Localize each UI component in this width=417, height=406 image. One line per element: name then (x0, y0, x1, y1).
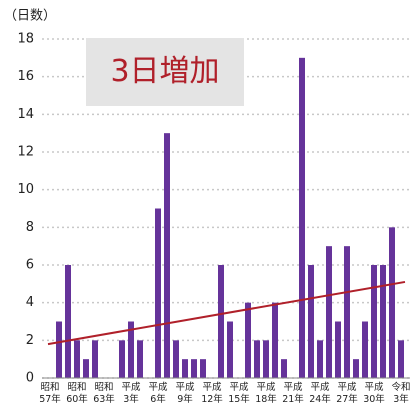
bar (326, 246, 332, 378)
bar (254, 340, 260, 378)
x-tick-label: 昭和57年 (39, 382, 61, 405)
bar (299, 57, 305, 378)
y-tick-label: 0 (26, 371, 34, 386)
bar (263, 340, 269, 378)
x-tick-label: 昭和63年 (93, 382, 115, 405)
bar (245, 302, 251, 378)
bar (92, 340, 98, 378)
y-tick-label: 2 (26, 333, 34, 348)
x-tick-label: 平成3年 (121, 382, 141, 405)
bar (317, 340, 323, 378)
bar (344, 246, 350, 378)
x-tick-label: 平成24年 (309, 382, 331, 405)
bar (182, 359, 188, 378)
y-tick-label: 14 (17, 107, 34, 122)
bar (191, 359, 197, 378)
bar (308, 265, 314, 378)
bar (155, 208, 161, 378)
bar (281, 359, 287, 378)
bar (353, 359, 359, 378)
x-tick-label: 平成21年 (282, 382, 304, 405)
bar (137, 340, 143, 378)
x-tick-label: 平成18年 (255, 382, 277, 405)
bar (173, 340, 179, 378)
y-tick-label: 16 (17, 69, 34, 84)
annotation: 3日増加 (86, 38, 244, 106)
bar (272, 302, 278, 378)
bar (74, 340, 80, 378)
bar (371, 265, 377, 378)
bar (56, 321, 62, 378)
bar (362, 321, 368, 378)
y-axis-label: （日数） (4, 9, 56, 24)
bar (128, 321, 134, 378)
y-tick-label: 10 (17, 182, 34, 197)
x-tick-label: 平成9年 (175, 382, 195, 405)
y-tick-label: 12 (17, 145, 34, 160)
bar (164, 133, 170, 378)
bar (218, 265, 224, 378)
x-tick-label: 平成15年 (228, 382, 250, 405)
bar (83, 359, 89, 378)
bar (227, 321, 233, 378)
bar (398, 340, 404, 378)
bar (119, 340, 125, 378)
x-tick-label: 令和3年 (391, 382, 411, 405)
bar (65, 265, 71, 378)
y-tick-label: 18 (17, 32, 34, 47)
x-tick-label: 平成12年 (201, 382, 223, 405)
x-tick-label: 昭和60年 (66, 382, 88, 405)
y-tick-label: 4 (26, 295, 34, 310)
bar (389, 227, 395, 378)
bar (380, 265, 386, 378)
y-tick-label: 8 (26, 220, 34, 235)
bar (335, 321, 341, 378)
x-tick-label: 平成30年 (363, 382, 385, 405)
x-tick-label: 平成6年 (148, 382, 168, 405)
trend-line (47, 280, 406, 346)
y-tick-label: 6 (26, 258, 34, 273)
x-tick-label: 平成27年 (336, 382, 358, 405)
bar (200, 359, 206, 378)
